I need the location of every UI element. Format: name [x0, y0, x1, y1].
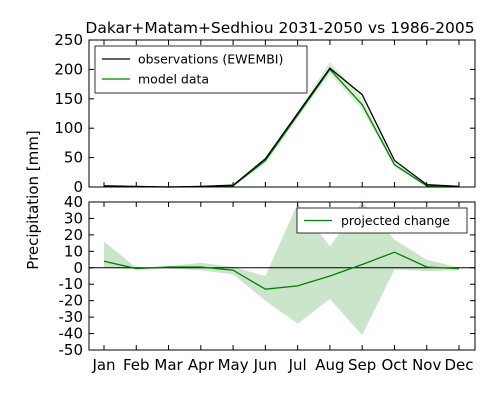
x-tick-label: Jan [91, 356, 115, 374]
x-tick-label: Sep [348, 356, 376, 374]
x-tick-label: May [218, 356, 249, 374]
bottom-legend: projected change [297, 208, 467, 233]
top-y-tick-label: 50 [64, 149, 83, 167]
legend-label-projected: projected change [341, 213, 450, 228]
bottom-y-tick-label: -40 [59, 325, 84, 343]
top-legend: observations (EWEMBI) model data [95, 46, 307, 93]
x-tick-label: Aug [315, 356, 344, 374]
bottom-y-tick-label: 20 [64, 226, 83, 244]
chart-title: Dakar+Matam+Sedhiou 2031-2050 vs 1986-20… [85, 19, 474, 37]
y-axis-label: Precipitation [mm] [24, 130, 42, 269]
bottom-y-tick-label: 40 [64, 193, 83, 211]
x-tick-label: Jul [288, 356, 307, 374]
legend-label-1: model data [138, 72, 209, 87]
top-y-tick-label: 200 [54, 60, 83, 78]
legend-label-0: observations (EWEMBI) [138, 52, 283, 67]
x-tick-label: Jun [253, 356, 277, 374]
x-tick-label: Apr [188, 356, 215, 374]
bottom-y-tick-label: -30 [59, 308, 84, 326]
bottom-y-tick-label: 30 [64, 209, 83, 227]
top-y-tick-label: 250 [54, 31, 83, 49]
bottom-y-tick-label: 0 [73, 259, 83, 277]
bottom-y-tick-label: -50 [59, 341, 84, 359]
x-tick-label: Mar [154, 356, 183, 374]
bottom-y-tick-label: 10 [64, 242, 83, 260]
top-y-tick-label: 150 [54, 90, 83, 108]
top-y-tick-label: 100 [54, 119, 83, 137]
x-tick-label: Feb [123, 356, 150, 374]
bottom-y-tick-label: -10 [59, 275, 84, 293]
x-tick-label: Nov [412, 356, 441, 374]
bottom-y-tick-label: -20 [59, 292, 84, 310]
x-tick-label: Dec [444, 356, 473, 374]
x-tick-label: Oct [381, 356, 407, 374]
